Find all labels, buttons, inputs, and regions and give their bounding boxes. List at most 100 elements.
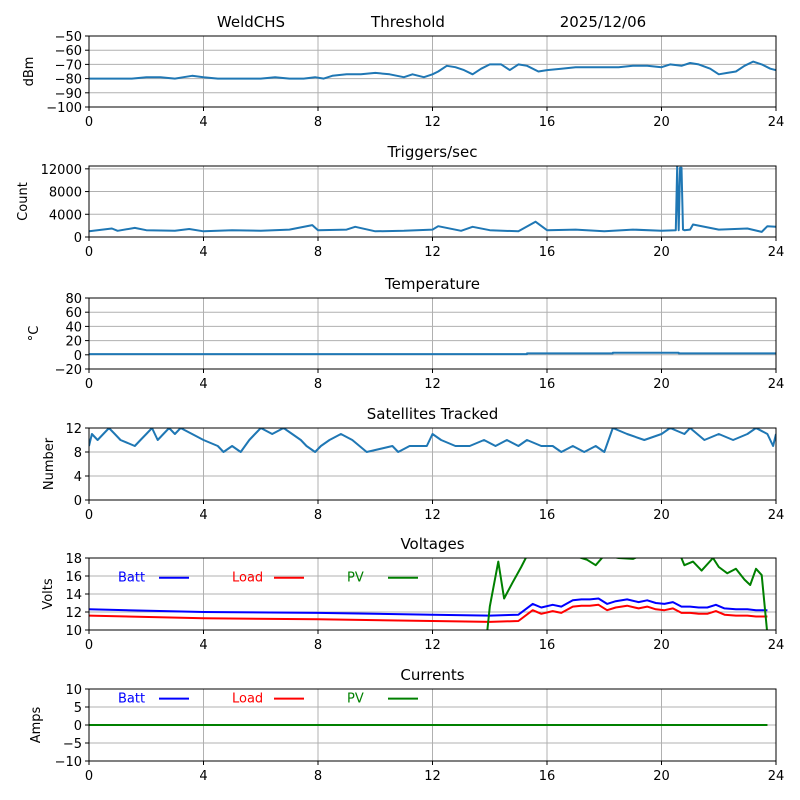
x-tick-label: 8 [314,377,322,392]
x-tick-label: 0 [85,245,93,260]
x-tick-label: 4 [199,508,207,523]
legend-label-load: Load [232,692,263,707]
series-line-pv [486,558,768,630]
y-tick-label: −5 [63,737,82,752]
y-tick-label: 4 [74,470,82,485]
chart-title: Voltages [400,535,464,553]
series-line-load [89,603,768,623]
x-tick-label: 8 [314,638,322,653]
x-tick-label: 16 [539,115,556,130]
chart-panel-5: 0 4 8 12 16 20 24 −10 −5 0 5 10 Currents Amps Batt Load… [29,666,784,784]
x-tick-label: 24 [768,245,785,260]
x-tick-label: 12 [424,769,441,784]
y-tick-label: 16 [65,570,82,585]
x-tick-label: 4 [199,245,207,260]
x-tick-label: 20 [653,115,670,130]
y-tick-label: 8 [74,446,82,461]
legend-label-pv: PV [347,571,364,586]
y-tick-label: 10 [65,683,82,698]
x-tick-label: 8 [314,769,322,784]
y-tick-label: −90 [55,87,82,102]
y-axis-label: Amps [29,706,44,743]
y-tick-label: −100 [46,101,82,116]
x-tick-label: 4 [199,769,207,784]
chart-title: Satellites Tracked [367,405,498,423]
y-tick-label: 12 [65,606,82,621]
x-tick-label: 4 [199,377,207,392]
x-tick-label: 24 [768,508,785,523]
legend-label-load: Load [232,571,263,586]
x-tick-label: 24 [768,638,785,653]
y-tick-label: −10 [55,755,82,770]
x-tick-label: 20 [653,377,670,392]
y-axis-label: °C [27,326,42,342]
chart-title: Triggers/sec [387,143,478,161]
series-line-temperature [89,351,776,356]
legend-label-batt: Batt [118,692,145,707]
y-tick-label: 18 [65,552,82,567]
x-tick-label: 0 [85,377,93,392]
chart-panel-4: 0 4 8 12 16 20 24 10 12 14 16 18 Voltages Volts Batt Lo… [41,535,784,653]
x-tick-label: 20 [653,638,670,653]
y-axis-label: Count [16,182,31,221]
y-tick-label: −80 [55,73,82,88]
y-tick-label: −50 [55,30,82,45]
x-tick-label: 8 [314,115,322,130]
series-line-satellites [89,428,776,453]
x-tick-label: 0 [85,508,93,523]
header-station: WeldCHS [217,13,285,31]
y-tick-label: 12 [65,422,82,437]
y-tick-label: 4000 [49,208,82,223]
y-tick-label: 40 [65,320,82,335]
x-tick-label: 8 [314,508,322,523]
y-axis-label: dBm [22,57,37,87]
x-tick-label: 20 [653,508,670,523]
x-tick-label: 12 [424,638,441,653]
x-tick-label: 12 [424,115,441,130]
header-date: 2025/12/06 [560,13,646,31]
chart-title: Currents [400,666,464,684]
x-tick-label: 0 [85,769,93,784]
y-tick-label: 0 [74,349,82,364]
chart-panel-0: 0 4 8 12 16 20 24 −50−60−70−80−90−100 dBm [22,30,784,130]
header-mode: Threshold [370,13,445,31]
y-tick-label: 5 [74,701,82,716]
x-tick-label: 24 [768,377,785,392]
x-tick-label: 16 [539,377,556,392]
chart-title: Temperature [384,275,480,293]
x-tick-label: 24 [768,769,785,784]
y-tick-label: 20 [65,335,82,350]
y-tick-label: 10 [65,624,82,639]
x-tick-label: 20 [653,245,670,260]
x-tick-label: 20 [653,769,670,784]
y-axis-label: Volts [41,578,56,610]
series-line-signal [89,60,776,80]
x-tick-label: 8 [314,245,322,260]
y-axis-label: Number [42,437,57,490]
y-tick-label: 80 [65,292,82,307]
x-tick-label: 24 [768,115,785,130]
y-tick-label: 12000 [41,163,82,178]
x-tick-label: 16 [539,508,556,523]
x-tick-label: 4 [199,115,207,130]
x-tick-label: 12 [424,377,441,392]
x-tick-label: 4 [199,638,207,653]
y-tick-label: 0 [74,494,82,509]
y-tick-label: −20 [55,363,82,378]
x-tick-label: 16 [539,638,556,653]
y-tick-label: 8000 [49,186,82,201]
legend-label-batt: Batt [118,571,145,586]
y-tick-label: 60 [65,306,82,321]
x-tick-label: 12 [424,245,441,260]
x-tick-label: 0 [85,115,93,130]
x-tick-label: 16 [539,769,556,784]
x-tick-label: 16 [539,245,556,260]
legend-label-pv: PV [347,692,364,707]
y-tick-label: −60 [55,44,82,59]
y-tick-label: 0 [74,231,82,246]
x-tick-label: 0 [85,638,93,653]
x-tick-label: 12 [424,508,441,523]
series-line-triggers [89,166,776,233]
